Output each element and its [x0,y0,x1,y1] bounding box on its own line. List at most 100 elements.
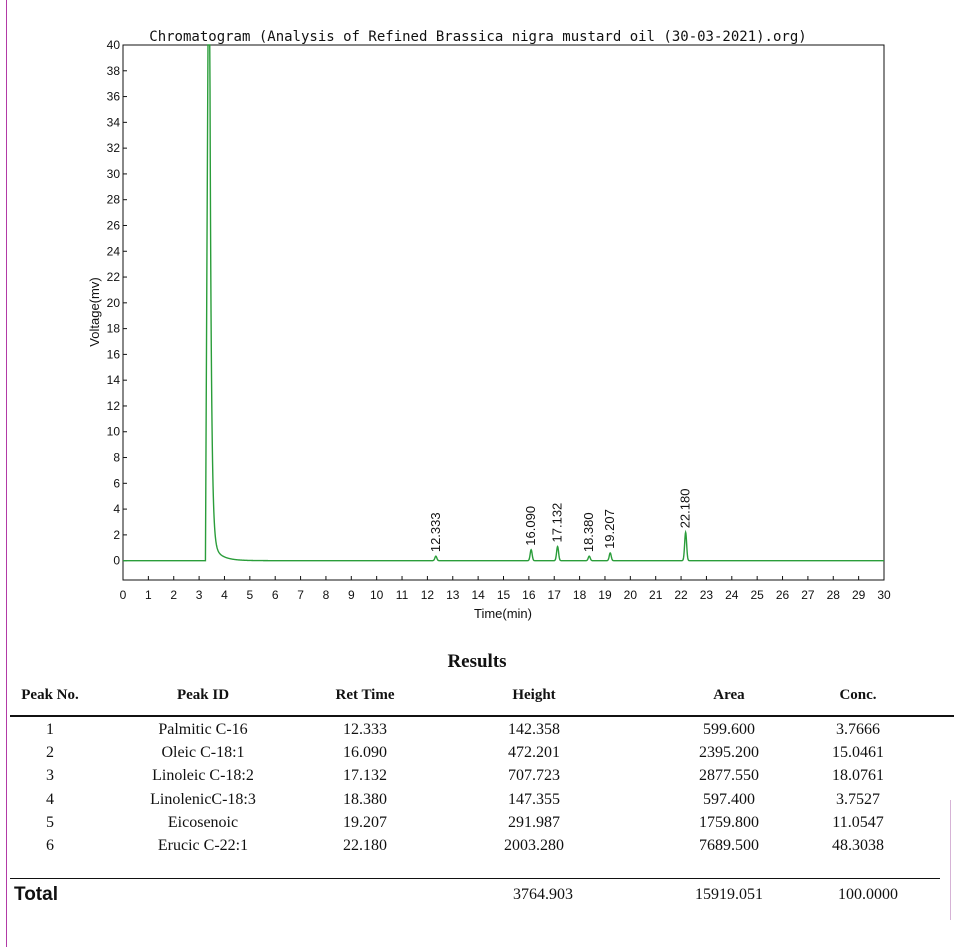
x-tick-label: 2 [170,588,177,602]
header-conc: Conc. [839,687,877,703]
table-header-rule [10,715,954,717]
cell-conc: 18.0761 [832,767,884,785]
cell-peak-no: 4 [46,790,54,808]
x-tick-label: 8 [323,588,330,602]
y-tick-label: 36 [107,90,121,104]
cell-peak-no: 5 [46,813,54,831]
x-tick-label: 28 [827,588,841,602]
cell-height: 291.987 [508,813,560,831]
cell-height: 707.723 [508,767,560,785]
header-ret-time: Ret Time [335,687,395,703]
peak-label: 18.380 [581,512,596,552]
header-area: Area [713,687,745,703]
cell-area: 597.400 [703,790,755,808]
x-tick-label: 0 [120,588,127,602]
total-label: Total [14,884,58,905]
cell-ret-time: 19.207 [343,813,387,831]
x-tick-label: 9 [348,588,355,602]
y-tick-label: 4 [113,502,120,516]
cell-peak-id: Palmitic C-16 [158,721,248,738]
peak-label: 17.132 [550,503,565,543]
header-peak-id: Peak ID [176,687,230,703]
x-axis: 0 1 2 3 4 5 6 7 8 9 10 11 12 13 14 15 16 17 18 19 20 21 22 23 24… [120,576,891,602]
y-tick-label: 2 [113,528,120,542]
chromatogram-trace [123,44,884,562]
cell-ret-time: 22.180 [343,837,387,854]
peak-labels: 12.333 16.090 17.132 18.380 19.207 22.180 [428,489,693,553]
cell-conc: 15.0461 [832,744,884,762]
y-tick-label: 30 [107,167,121,181]
cell-peak-id: LinolenicC-18:3 [150,790,256,808]
cell-area: 599.600 [703,721,755,738]
total-height: 3764.903 [513,886,573,903]
x-tick-label: 14 [471,588,485,602]
x-tick-label: 25 [750,588,764,602]
cell-ret-time: 16.090 [343,744,387,762]
x-tick-label: 22 [674,588,688,602]
y-tick-label: 28 [107,193,121,207]
cell-height: 147.355 [508,790,560,808]
y-tick-label: 26 [107,218,121,232]
x-tick-label: 26 [776,588,790,602]
y-tick-label: 20 [107,296,121,310]
x-tick-label: 5 [246,588,253,602]
header-height: Height [512,687,556,703]
x-tick-label: 10 [370,588,384,602]
cell-peak-no: 6 [46,837,54,854]
x-tick-label: 1 [145,588,152,602]
total-area: 15919.051 [695,886,763,903]
x-tick-label: 18 [573,588,587,602]
x-tick-label: 3 [196,588,203,602]
cell-peak-id: Linoleic C-18:2 [152,767,254,785]
x-tick-label: 4 [221,588,228,602]
cell-area: 1759.800 [699,813,759,831]
peak-label: 22.180 [678,489,693,529]
cell-peak-id: Oleic C-18:1 [161,744,245,762]
peak-label: 16.090 [523,506,538,546]
cell-conc: 48.3038 [832,837,884,854]
y-tick-label: 0 [113,554,120,568]
x-tick-label: 11 [396,588,409,602]
x-tick-label: 19 [598,588,612,602]
cell-area: 2395.200 [699,744,759,762]
x-axis-label: Time(min) [474,606,532,621]
x-tick-label: 30 [877,588,891,602]
x-tick-label: 27 [801,588,815,602]
cell-conc: 3.7527 [836,790,880,808]
x-tick-label: 13 [446,588,460,602]
x-tick-label: 16 [522,588,536,602]
cell-ret-time: 18.380 [343,790,387,808]
x-tick-label: 12 [421,588,435,602]
y-axis-label: Voltage(mv) [87,277,102,346]
x-tick-label: 20 [624,588,638,602]
cell-height: 142.358 [508,721,560,738]
y-tick-label: 14 [107,373,121,387]
header-peak-no: Peak No. [21,687,79,703]
y-tick-label: 40 [107,38,121,52]
cell-peak-id: Eicosenoic [167,813,239,831]
x-tick-label: 17 [548,588,562,602]
chart-title: Chromatogram (Analysis of Refined Brassi… [149,29,806,45]
x-tick-label: 6 [272,588,279,602]
x-tick-label: 29 [852,588,866,602]
x-tick-label: 15 [497,588,511,602]
cell-conc: 11.0547 [832,813,884,831]
y-tick-label: 16 [107,347,121,361]
cell-peak-no: 1 [46,721,54,738]
x-tick-label: 7 [297,588,304,602]
peak-label: 19.207 [602,509,617,549]
x-tick-label: 23 [700,588,714,602]
cell-height: 472.201 [508,744,560,762]
x-tick-label: 21 [649,588,663,602]
y-tick-label: 8 [113,451,120,465]
results-title: Results [447,651,507,672]
cell-area: 2877.550 [699,767,759,785]
left-border [6,0,7,947]
y-tick-label: 38 [107,64,121,78]
chromatogram-chart: Chromatogram (Analysis of Refined Brassi… [87,29,891,621]
cell-peak-id: Erucic C-22:1 [157,837,249,854]
cell-peak-no: 2 [46,744,54,762]
table-total-rule [10,878,940,879]
